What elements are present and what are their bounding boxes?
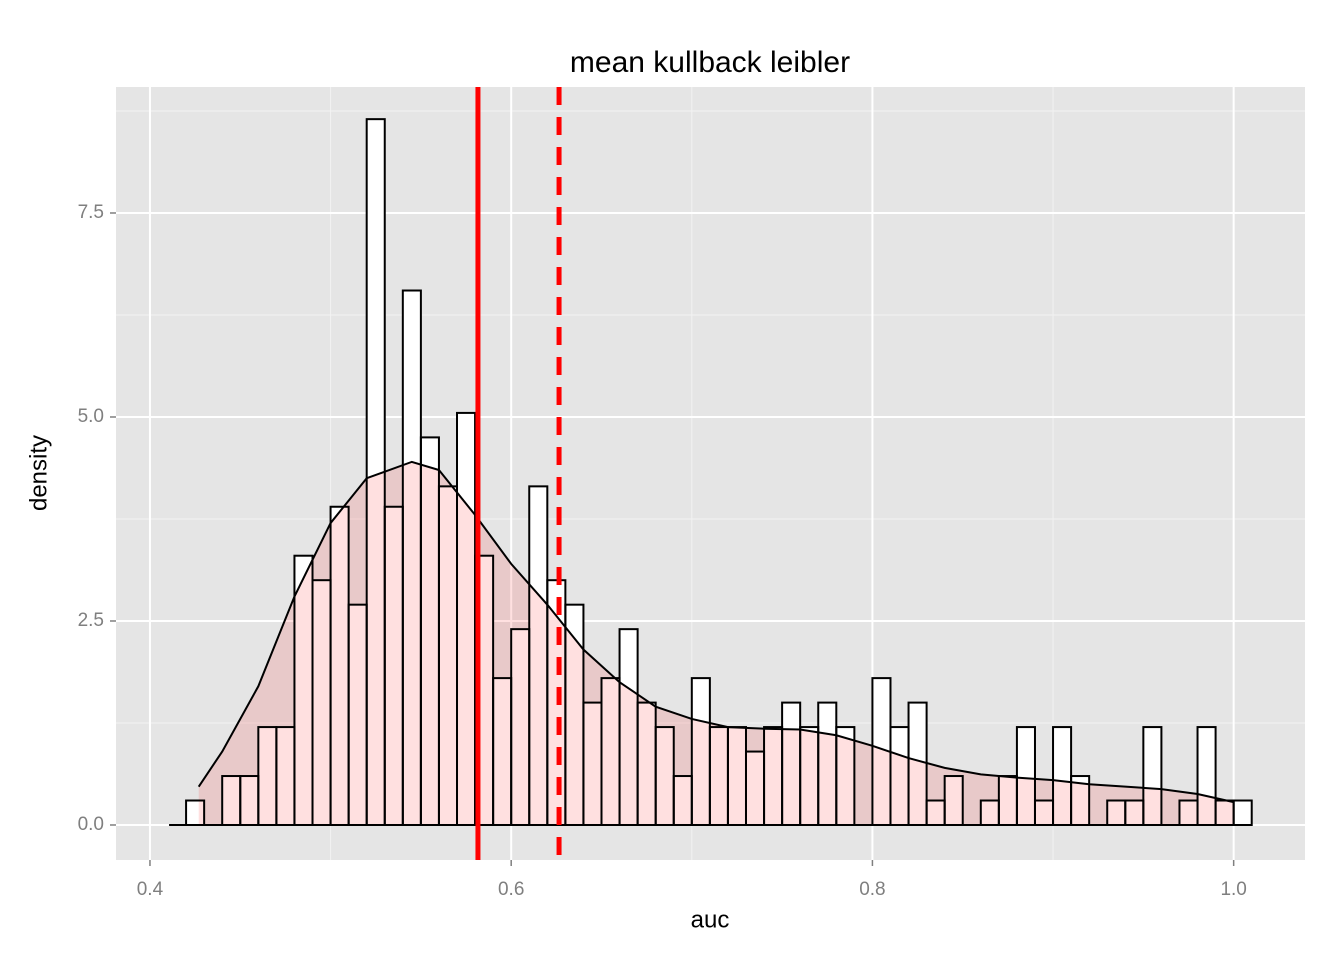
histogram-bar	[312, 580, 331, 825]
histogram-bar	[980, 800, 999, 825]
y-tick-label: 0.0	[78, 814, 104, 835]
histogram-bar	[926, 800, 945, 825]
y-axis-label: density	[25, 435, 52, 511]
histogram-bar	[998, 776, 1017, 825]
histogram-bar	[1107, 800, 1126, 825]
histogram-bar	[601, 678, 620, 825]
histogram-bar	[764, 727, 783, 825]
y-tick-label: 7.5	[78, 202, 104, 223]
histogram-bar	[1179, 800, 1198, 825]
histogram-bar	[186, 800, 205, 825]
histogram-bar	[1016, 727, 1035, 825]
histogram-bar	[330, 506, 349, 825]
histogram-bar	[565, 604, 584, 825]
histogram-bar	[583, 702, 602, 825]
histogram-bar	[836, 727, 855, 825]
histogram-bar	[782, 702, 801, 825]
histogram-bar	[745, 751, 765, 825]
density-line	[197, 460, 1234, 804]
histogram-bar	[1053, 727, 1072, 825]
histogram-bar	[944, 776, 963, 825]
chart-title: mean kullback leibler	[570, 46, 850, 79]
x-tick-label: 0.6	[498, 879, 524, 900]
histogram-bar	[457, 412, 476, 825]
histogram-bar	[1034, 800, 1054, 825]
histogram-bar	[240, 776, 259, 825]
x-axis-label: auc	[691, 906, 730, 933]
histogram-bar	[673, 776, 692, 825]
histogram-bar	[420, 437, 439, 825]
histogram-bar	[529, 486, 548, 825]
histogram-bar	[258, 727, 277, 825]
histogram-bar	[1233, 800, 1252, 825]
histogram-bar	[366, 119, 385, 825]
histogram-bar	[1215, 800, 1234, 825]
histogram-bar	[637, 702, 656, 825]
histogram-bar	[890, 727, 909, 825]
x-tick-label: 0.4	[137, 879, 164, 900]
histogram-bar	[908, 702, 927, 825]
histogram-bar	[619, 629, 638, 825]
x-tick-label: 1.0	[1220, 879, 1246, 900]
histogram-bar	[402, 290, 421, 825]
x-tick-label: 0.8	[859, 879, 885, 900]
histogram-bar	[655, 727, 674, 825]
histogram-bar	[294, 555, 313, 825]
histogram-bar	[691, 678, 710, 825]
histogram-bar	[493, 678, 512, 825]
histogram-bar	[276, 727, 295, 825]
histogram-bar	[709, 727, 728, 825]
y-tick-label: 2.5	[78, 610, 104, 631]
histogram-bar	[511, 629, 530, 825]
histogram-bar	[384, 506, 403, 825]
histogram-bar	[1143, 727, 1162, 825]
histogram-bar	[438, 486, 458, 825]
histogram-bar	[222, 776, 241, 825]
histogram-bar	[1197, 727, 1216, 825]
histogram-bar	[1071, 776, 1090, 825]
histogram-bar	[727, 727, 746, 825]
histogram-bar	[348, 604, 367, 825]
histogram-bar	[800, 727, 819, 825]
histogram-bar	[872, 678, 891, 825]
histogram-bar	[1125, 800, 1144, 825]
y-tick-label: 5.0	[78, 406, 104, 427]
